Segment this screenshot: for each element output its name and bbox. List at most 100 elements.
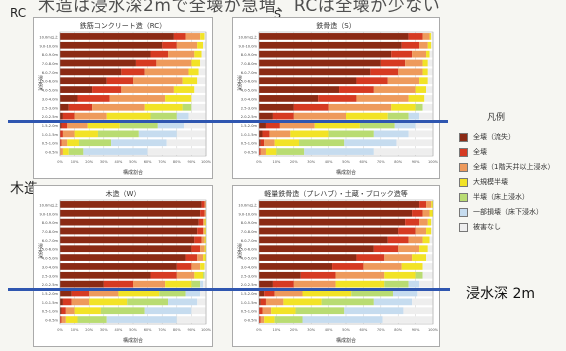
- bar-segment: [259, 245, 374, 253]
- y-tick-label: 6.0-7.0m: [241, 71, 258, 75]
- bar-segment: [200, 245, 205, 253]
- bar-segment: [426, 201, 432, 208]
- x-tick-label: 90%: [188, 160, 196, 164]
- chart-panel-wood: 木造（W） 0% 10% 20% 30% 40% 50% 60% 70% 80% 90% 100% 1…: [33, 185, 213, 347]
- bar-segment: [272, 280, 294, 288]
- legend-item: 全壊: [459, 147, 487, 157]
- bar-segment: [87, 121, 120, 129]
- x-axis-label: 構成割合: [336, 169, 356, 176]
- bar-segment: [274, 139, 300, 147]
- bar-segment: [173, 33, 186, 40]
- bar-segment: [422, 236, 430, 244]
- y-tick-label: 5.0-6.0m: [42, 80, 59, 84]
- y-tick-label: 10.0m以上: [238, 34, 257, 39]
- y-axis-label: 浸水深: [236, 243, 242, 260]
- legend-swatch: [459, 147, 468, 157]
- y-tick-label: 0-0.5m: [244, 319, 257, 323]
- bar-segment: [422, 33, 430, 40]
- bar-segment: [60, 227, 198, 235]
- y-tick-label: 0.5-1.0m: [241, 142, 258, 146]
- bar-segment: [200, 33, 205, 40]
- bar-segment: [106, 316, 177, 323]
- bar-segment: [401, 41, 420, 49]
- bar-segment: [165, 280, 192, 288]
- bar-segment: [176, 271, 195, 279]
- bar-segment: [415, 121, 433, 129]
- bar-segment: [429, 33, 432, 40]
- bar-segment: [427, 68, 433, 76]
- bar-segment: [373, 86, 416, 93]
- bar-segment: [426, 50, 430, 58]
- y-tick-label: 4.0-5.0m: [241, 89, 258, 93]
- bar-segment: [427, 245, 433, 253]
- bar-segment: [60, 271, 151, 279]
- bar-segment: [426, 227, 432, 235]
- bar-segment: [60, 289, 72, 297]
- bar-segment: [335, 280, 385, 288]
- bar-segment: [60, 77, 107, 85]
- bar-segment: [259, 307, 263, 315]
- bar-segment: [259, 139, 261, 147]
- y-tick-label: 0-0.5m: [45, 151, 58, 155]
- bar-segment: [262, 307, 272, 315]
- x-tick-label: 0%: [256, 328, 262, 332]
- y-tick-label: 2.5-3.0m: [241, 106, 258, 110]
- bar-segment: [60, 41, 163, 49]
- x-tick-label: 40%: [325, 160, 333, 164]
- bar-segment: [356, 95, 409, 102]
- bar-segment: [318, 95, 357, 102]
- bar-segment: [419, 245, 428, 253]
- bar-segment: [304, 148, 374, 155]
- y-tick-label: 0.5-1.0m: [42, 310, 59, 314]
- bar-segment: [204, 218, 206, 226]
- bar-segment: [144, 103, 183, 111]
- bar-segment: [300, 271, 336, 279]
- bar-segment: [200, 209, 205, 217]
- legend-item: 半壊（床上浸水）: [459, 192, 529, 202]
- legend-label: 被害なし: [473, 223, 501, 231]
- y-tick-label: 6.0-7.0m: [42, 71, 59, 75]
- bar-segment: [259, 50, 392, 58]
- bar-segment: [191, 280, 201, 288]
- x-tick-label: 70%: [158, 160, 166, 164]
- label-wood: 木造: [10, 181, 38, 197]
- bar-segment: [351, 289, 393, 297]
- bar-segment: [201, 50, 206, 58]
- bar-segment: [293, 112, 346, 120]
- bar-segment: [97, 130, 139, 138]
- y-tick-label: 2.0-2.5m: [42, 283, 59, 287]
- bar-segment: [356, 77, 388, 85]
- bar-segment: [119, 121, 158, 129]
- bar-segment: [198, 68, 206, 76]
- bar-segment: [259, 77, 357, 85]
- x-tick-label: 90%: [412, 160, 420, 164]
- bar-segment: [391, 103, 416, 111]
- bar-segment: [204, 236, 206, 244]
- plot-frame: [258, 199, 434, 325]
- bar-segment: [259, 103, 294, 111]
- bar-segment: [269, 130, 291, 138]
- y-tick-label: 8.0-9.0m: [241, 53, 258, 57]
- x-tick-label: 60%: [144, 160, 152, 164]
- x-tick-label: 20%: [85, 160, 93, 164]
- x-tick-label: 20%: [290, 160, 298, 164]
- bar-segment: [290, 130, 329, 138]
- bar-segment: [408, 130, 433, 138]
- y-tick-label: 1.0-1.5m: [241, 301, 258, 305]
- chart-panel-rc: 鉄筋コンクリート造（RC） 0% 10% 20% 30% 40% 50% 60% 70% 80%…: [33, 17, 213, 179]
- bar-segment: [60, 112, 63, 120]
- bar-segment: [150, 50, 169, 58]
- chart-svg: 0% 10% 20% 30% 40% 50% 60% 70% 80% 90% 100% 10.0m以上…: [236, 31, 439, 176]
- bar-segment: [198, 218, 204, 226]
- bar-segment: [157, 121, 185, 129]
- bar-segment: [259, 236, 388, 244]
- bar-segment: [302, 316, 383, 323]
- y-tick-label: 1.5-2.0m: [42, 124, 59, 128]
- x-tick-label: 60%: [360, 328, 368, 332]
- bar-segment: [60, 103, 69, 111]
- bar-segment: [271, 307, 296, 315]
- y-tick-label: 1.5-2.0m: [42, 292, 59, 296]
- x-tick-label: 40%: [115, 328, 123, 332]
- bar-segment: [274, 289, 303, 297]
- flood-depth-label: 浸水深 2m: [466, 286, 535, 302]
